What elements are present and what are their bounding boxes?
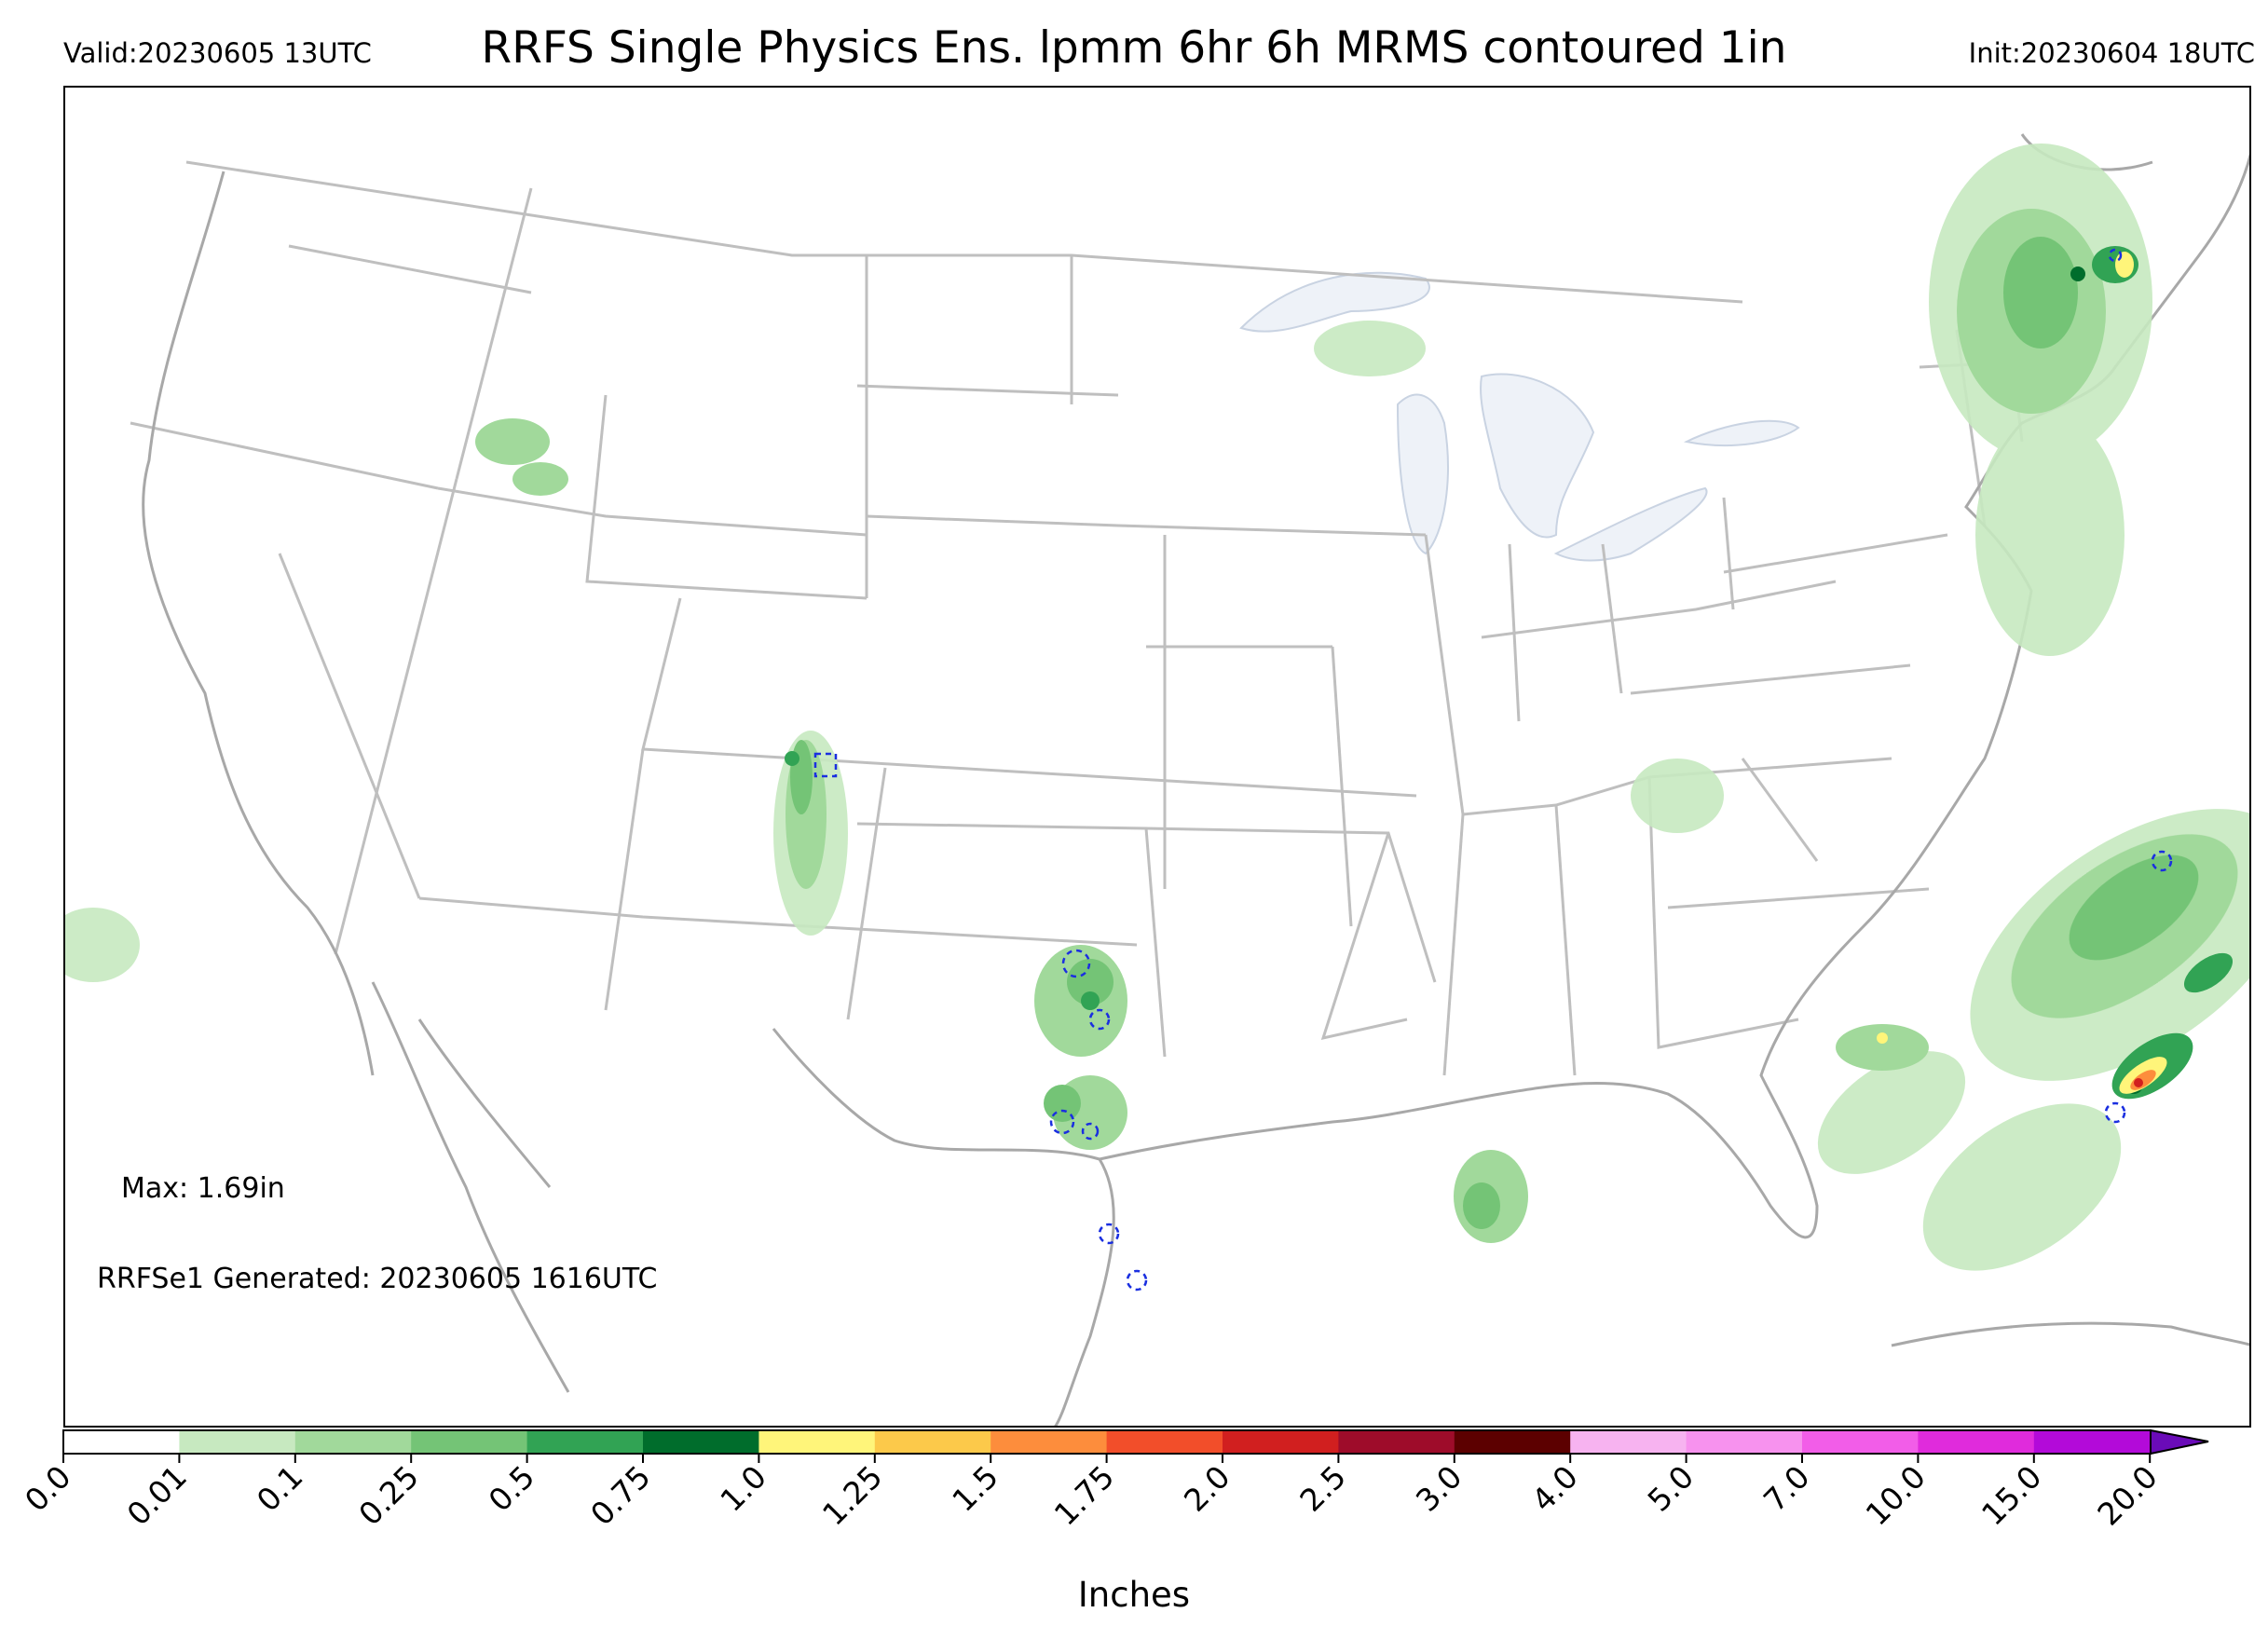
colorbar-swatch xyxy=(179,1430,296,1454)
init-time: Init:20230604 18UTC xyxy=(1968,37,2255,69)
colorbar-tick-label: 1.0 xyxy=(713,1458,773,1519)
colorbar-tick-label: 4.0 xyxy=(1524,1458,1585,1519)
colorbar-tick-label: 0.1 xyxy=(250,1458,310,1519)
state-boundaries xyxy=(130,160,2097,1076)
max-value-label: Max: 1.69in xyxy=(121,1172,285,1205)
colorbar-tick-label: 0.01 xyxy=(120,1458,195,1533)
colorbar-tick-label: 5.0 xyxy=(1641,1458,1701,1519)
precip-field xyxy=(65,144,2249,1271)
colorbar-swatch xyxy=(1686,1430,1803,1454)
colorbar-tick-label: 1.5 xyxy=(945,1458,1005,1519)
colorbar-tick-label: 7.0 xyxy=(1756,1458,1817,1519)
valid-time: Valid:20230605 13UTC xyxy=(63,37,372,69)
colorbar-swatch xyxy=(2033,1430,2151,1454)
colorbar-swatch xyxy=(991,1430,1108,1454)
header: Valid:20230605 13UTC RRFS Single Physics… xyxy=(0,0,2268,84)
colorbar-tick-label: 2.5 xyxy=(1292,1458,1353,1519)
colorbar-swatch xyxy=(1802,1430,1919,1454)
mrms-1in-contours xyxy=(813,248,2173,1292)
colorbar-swatch xyxy=(874,1430,991,1454)
colorbar-swatch xyxy=(1223,1430,1339,1454)
map-title: RRFS Single Physics Ens. lpmm 6hr 6h MRM… xyxy=(481,22,1787,74)
colorbar-swatch xyxy=(1918,1430,2035,1454)
colorbar-swatch xyxy=(643,1430,759,1454)
map-canvas xyxy=(65,133,2249,1426)
colorbar-tick-label: 0.5 xyxy=(482,1458,542,1519)
colorbar-swatch xyxy=(294,1430,412,1454)
map-panel xyxy=(63,86,2251,1428)
colorbar-tick-label: 10.0 xyxy=(1859,1458,1933,1533)
colorbar-tick-label: 1.25 xyxy=(815,1458,890,1533)
colorbar-tick-label: 0.75 xyxy=(583,1458,658,1533)
great-lakes xyxy=(1239,271,1800,562)
colorbar-swatch xyxy=(526,1430,644,1454)
colorbar-swatch xyxy=(1338,1430,1455,1454)
colorbar-swatch xyxy=(63,1430,180,1454)
colorbar-tick-label: 0.25 xyxy=(351,1458,426,1533)
colorbar-swatch xyxy=(758,1430,876,1454)
colorbar-tick-label: 15.0 xyxy=(1974,1458,2049,1533)
colorbar-swatch xyxy=(1454,1430,1571,1454)
generated-label: RRFSe1 Generated: 20230605 1616UTC xyxy=(97,1263,658,1295)
colorbar-swatch xyxy=(411,1430,528,1454)
colorbar: 0.0 0.01 0.1 0.25 0.5 0.75 1.0 1.25 1.5 1.75 2.0 2.… xyxy=(18,1428,2209,1533)
colorbar-tick-label: 0.0 xyxy=(18,1458,78,1519)
colorbar-swatch xyxy=(1570,1430,1687,1454)
colorbar-tick-label: 2.0 xyxy=(1177,1458,1237,1519)
colorbar-tick-label: 1.75 xyxy=(1047,1458,1122,1533)
colorbar-tick-label: 3.0 xyxy=(1409,1458,1469,1519)
colorbar-tick-label: 20.0 xyxy=(2090,1458,2165,1533)
colorbar-swatch xyxy=(1106,1430,1223,1454)
colorbar-extend-arrow xyxy=(2150,1428,2209,1456)
colorbar-label: Inches xyxy=(1077,1575,1191,1615)
